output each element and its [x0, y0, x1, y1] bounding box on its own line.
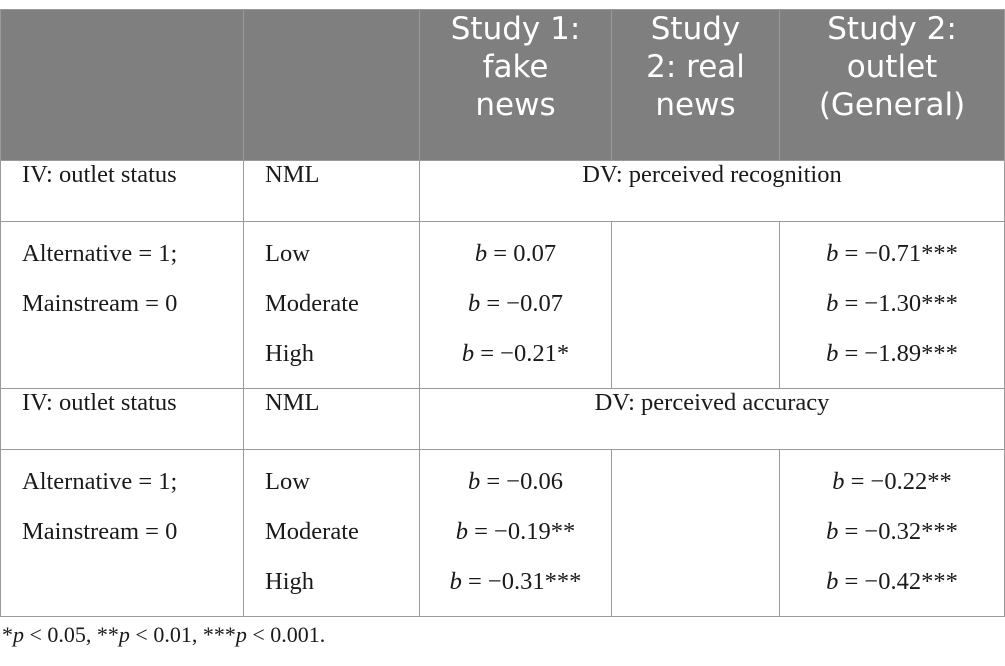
header-study1-fake-news: Study 1: fake news: [419, 9, 612, 161]
iv-value: Alternative = 1;: [22, 240, 178, 267]
table-body: IV: outlet status NML DV: perceived reco…: [0, 160, 1005, 617]
footnote-part: *: [2, 622, 13, 647]
level-label: Moderate: [265, 290, 359, 317]
coef-symbol: b: [832, 468, 845, 495]
study2-real-cell: [611, 449, 780, 617]
coef-symbol: b: [467, 290, 481, 317]
study1-fake-cell: b = −0.06 b = −0.19** b = −0.31***: [419, 449, 612, 617]
iv-label: IV: outlet status: [0, 388, 244, 450]
coefficient: b = −0.07: [420, 288, 611, 338]
coef-value: = −0.22**: [844, 468, 952, 495]
coefficient: b = −1.89***: [780, 338, 1004, 388]
level-label: Moderate: [265, 518, 359, 545]
study2-outlet-cell: b = −0.71*** b = −1.30*** b = −1.89***: [779, 221, 1005, 389]
levels-cell: Low Moderate High: [243, 221, 420, 389]
footnote-part: < 0.05, **: [24, 622, 119, 647]
coef-symbol: b: [826, 568, 839, 595]
coefficient: b = −0.32***: [780, 516, 1004, 566]
moderator-label: NML: [243, 160, 420, 222]
coef-symbol: b: [474, 240, 488, 267]
coefficient: b = −0.06: [420, 466, 611, 516]
coef-value: = 0.07: [487, 240, 557, 267]
coefficient: b = −0.31***: [420, 566, 611, 616]
coefficient: b = −0.21*: [420, 338, 611, 388]
header-line: news: [475, 87, 556, 123]
levels-cell: Low Moderate High: [243, 449, 420, 617]
header-line: Study: [650, 11, 741, 47]
coef-value: = −0.32***: [838, 518, 958, 545]
footnote-part: < 0.01, ***: [129, 622, 236, 647]
coef-symbol: b: [467, 468, 481, 495]
footnote-part: p: [118, 622, 130, 647]
coef-symbol: b: [826, 518, 839, 545]
results-table: Study 1: fake news Study 2: real news St…: [0, 9, 1005, 617]
level-label: High: [265, 568, 314, 595]
level-label: Low: [265, 468, 310, 495]
coefficient: b = 0.07: [420, 238, 611, 288]
coef-symbol: b: [826, 240, 839, 267]
footnote-part: p: [235, 622, 247, 647]
table-header: Study 1: fake news Study 2: real news St…: [0, 9, 1005, 161]
dv-label: DV: perceived recognition: [419, 160, 1005, 222]
study1-fake-cell: b = 0.07 b = −0.07 b = −0.21*: [419, 221, 612, 389]
level-label: Low: [265, 240, 310, 267]
coef-value: = −0.31***: [461, 568, 582, 595]
coef-symbol: b: [449, 568, 462, 595]
coef-value: = −0.07: [480, 290, 563, 317]
coef-value: = −1.89***: [838, 340, 958, 367]
table-row: Alternative = 1; Mainstream = 0 Low Mode…: [0, 449, 1005, 617]
header-line: (General): [818, 87, 966, 123]
table-footnote: *p < 0.05, **p < 0.01, ***p < 0.001.: [2, 622, 325, 648]
coef-symbol: b: [461, 340, 475, 367]
table-row: IV: outlet status NML DV: perceived reco…: [0, 160, 1005, 222]
header-cell-empty-2: [243, 9, 420, 161]
table-row: Alternative = 1; Mainstream = 0 Low Mode…: [0, 221, 1005, 389]
iv-value: Mainstream = 0: [22, 290, 178, 317]
dv-label: DV: perceived accuracy: [419, 388, 1005, 450]
coef-symbol: b: [826, 290, 839, 317]
header-line: news: [655, 87, 736, 123]
coefficient: b = −0.42***: [780, 566, 1004, 616]
header-line: 2: real: [646, 49, 745, 85]
coef-value: = −0.42***: [838, 568, 958, 595]
coef-value: = −0.21*: [474, 340, 570, 367]
level-label: High: [265, 340, 314, 367]
header-study2-real-news: Study 2: real news: [611, 9, 780, 161]
footnote-part: < 0.001.: [246, 622, 326, 647]
coef-value: = −0.71***: [838, 240, 958, 267]
header-line: Study 1:: [450, 11, 581, 47]
iv-values-cell: Alternative = 1; Mainstream = 0: [0, 449, 244, 617]
coef-value: = −1.30***: [838, 290, 958, 317]
iv-values-cell: Alternative = 1; Mainstream = 0: [0, 221, 244, 389]
coef-symbol: b: [826, 340, 839, 367]
coefficient: b = −0.19**: [420, 516, 611, 566]
footnote-part: p: [13, 622, 24, 647]
header-cell-empty-1: [0, 9, 244, 161]
study2-real-cell: [611, 221, 780, 389]
header-line: Study 2:: [827, 11, 957, 47]
header-line: fake: [482, 49, 549, 85]
iv-value: Mainstream = 0: [22, 518, 178, 545]
coef-value: = −0.19**: [467, 518, 576, 545]
study2-outlet-cell: b = −0.22** b = −0.32*** b = −0.42***: [779, 449, 1005, 617]
iv-label: IV: outlet status: [0, 160, 244, 222]
header-study2-outlet-general: Study 2: outlet (General): [779, 9, 1005, 161]
coefficient: b = −0.22**: [780, 466, 1004, 516]
moderator-label: NML: [243, 388, 420, 450]
coef-symbol: b: [455, 518, 468, 545]
header-line: outlet: [846, 49, 938, 85]
coefficient: b = −0.71***: [780, 238, 1004, 288]
iv-value: Alternative = 1;: [22, 468, 178, 495]
table-row: IV: outlet status NML DV: perceived accu…: [0, 388, 1005, 450]
coefficient: b = −1.30***: [780, 288, 1004, 338]
coef-value: = −0.06: [480, 468, 563, 495]
